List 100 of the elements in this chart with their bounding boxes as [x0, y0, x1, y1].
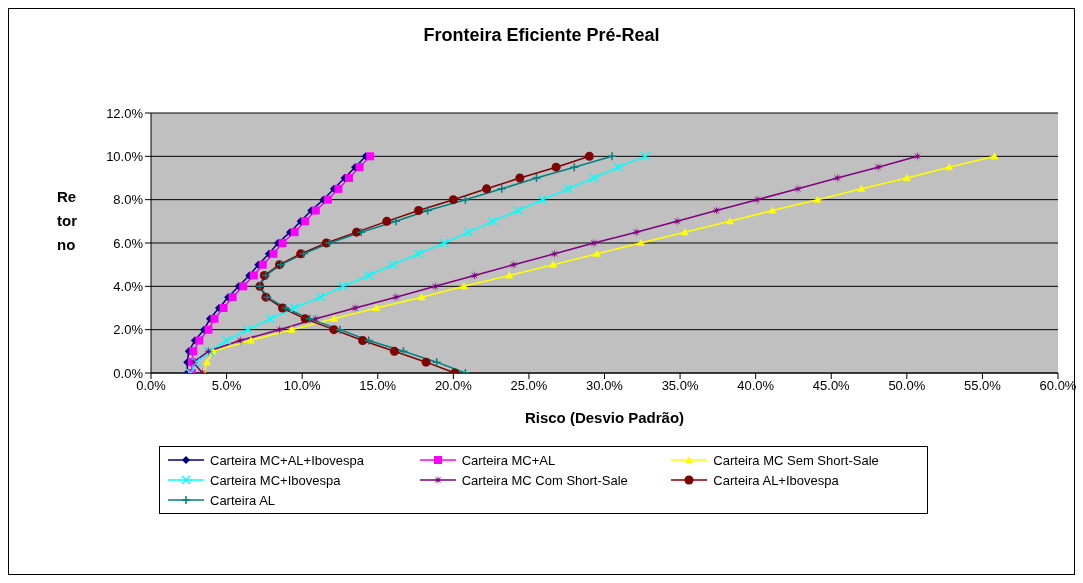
legend-label: Carteira MC Com Short-Sale [461, 472, 628, 488]
point [584, 151, 594, 161]
point [431, 357, 442, 367]
legend-label: Carteira AL+Ibovespa [713, 472, 839, 488]
point [239, 282, 248, 291]
point [356, 227, 366, 237]
x-tick-label: 40.0% [737, 378, 775, 394]
point [311, 206, 320, 215]
x-tick-label: 50.0% [888, 378, 926, 394]
x-tick-label: 35.0% [661, 378, 699, 394]
point [235, 335, 246, 346]
point [304, 314, 315, 324]
point [945, 163, 954, 171]
point [496, 184, 507, 194]
point [246, 336, 255, 344]
y-tick-label: 2.0% [113, 322, 144, 338]
point [680, 228, 689, 236]
point [636, 239, 645, 246]
point [329, 314, 338, 322]
point [338, 281, 348, 292]
point [513, 205, 524, 216]
point [219, 304, 228, 312]
legend-label: Carteira MC Sem Short-Sale [713, 452, 879, 468]
point [290, 228, 299, 237]
point [389, 346, 399, 356]
point [631, 227, 642, 238]
point [202, 358, 211, 366]
point [607, 151, 617, 162]
chart-title: Fronteira Eficiente Pré-Real [422, 25, 661, 46]
point [324, 238, 335, 248]
point [382, 216, 392, 226]
point [613, 162, 623, 172]
point [228, 293, 237, 302]
y-tick-label: 6.0% [113, 235, 144, 251]
point [289, 303, 300, 313]
point [363, 270, 374, 281]
point [388, 259, 398, 270]
point [249, 271, 258, 280]
point [413, 249, 424, 259]
point [463, 227, 474, 237]
point [210, 314, 219, 323]
point [711, 205, 722, 216]
point [358, 336, 368, 345]
point [372, 304, 381, 311]
point [274, 324, 285, 335]
point [335, 324, 345, 335]
x-tick-label: 30.0% [586, 378, 624, 394]
point [366, 152, 375, 161]
point [287, 325, 296, 333]
point [508, 259, 519, 270]
point [515, 173, 525, 183]
y-tick-label: 10.0% [106, 148, 144, 164]
point [301, 217, 310, 226]
legend-label: Carteira AL [210, 492, 276, 508]
point [269, 249, 278, 258]
x-tick-label: 55.0% [963, 378, 1002, 394]
point [549, 260, 558, 268]
point [752, 194, 763, 205]
y-tick-label: 4.0% [113, 278, 144, 294]
x-tick-label: 0.0% [136, 378, 167, 394]
point [265, 314, 276, 324]
point [531, 173, 542, 183]
legend-label: Carteira MC+AL+Ibovespa [210, 452, 364, 468]
x-tick-label: 10.0% [283, 378, 322, 394]
point [243, 324, 253, 335]
point [355, 163, 364, 172]
point [640, 151, 651, 162]
point [469, 270, 480, 281]
point [537, 194, 548, 205]
point [482, 184, 492, 194]
point [421, 357, 431, 367]
x-tick-label: 45.0% [812, 378, 851, 394]
y-tick-label: 12.0% [106, 105, 144, 121]
point [487, 216, 498, 227]
point [569, 162, 580, 172]
point [589, 173, 599, 183]
point [592, 249, 601, 257]
x-tick-label: 5.0% [211, 378, 242, 394]
point [439, 238, 450, 248]
x-tick-label: 25.0% [510, 378, 548, 394]
point [204, 325, 213, 334]
point [902, 174, 911, 181]
point [768, 206, 777, 214]
point [221, 335, 232, 346]
point [189, 347, 198, 356]
legend-label: Carteira MC+Ibovespa [210, 472, 341, 488]
point [417, 293, 426, 301]
point [334, 184, 343, 193]
point [258, 260, 267, 269]
y-axis-title: Retorno [57, 187, 78, 255]
point [195, 336, 204, 345]
legend-label: Carteira MC+AL [461, 452, 556, 468]
x-tick-label: 20.0% [434, 378, 473, 394]
point [912, 151, 923, 162]
point [391, 216, 401, 227]
point [329, 325, 339, 335]
point [448, 195, 458, 205]
x-tick-label: 15.0% [359, 378, 397, 394]
point [857, 184, 866, 192]
point [430, 281, 441, 292]
